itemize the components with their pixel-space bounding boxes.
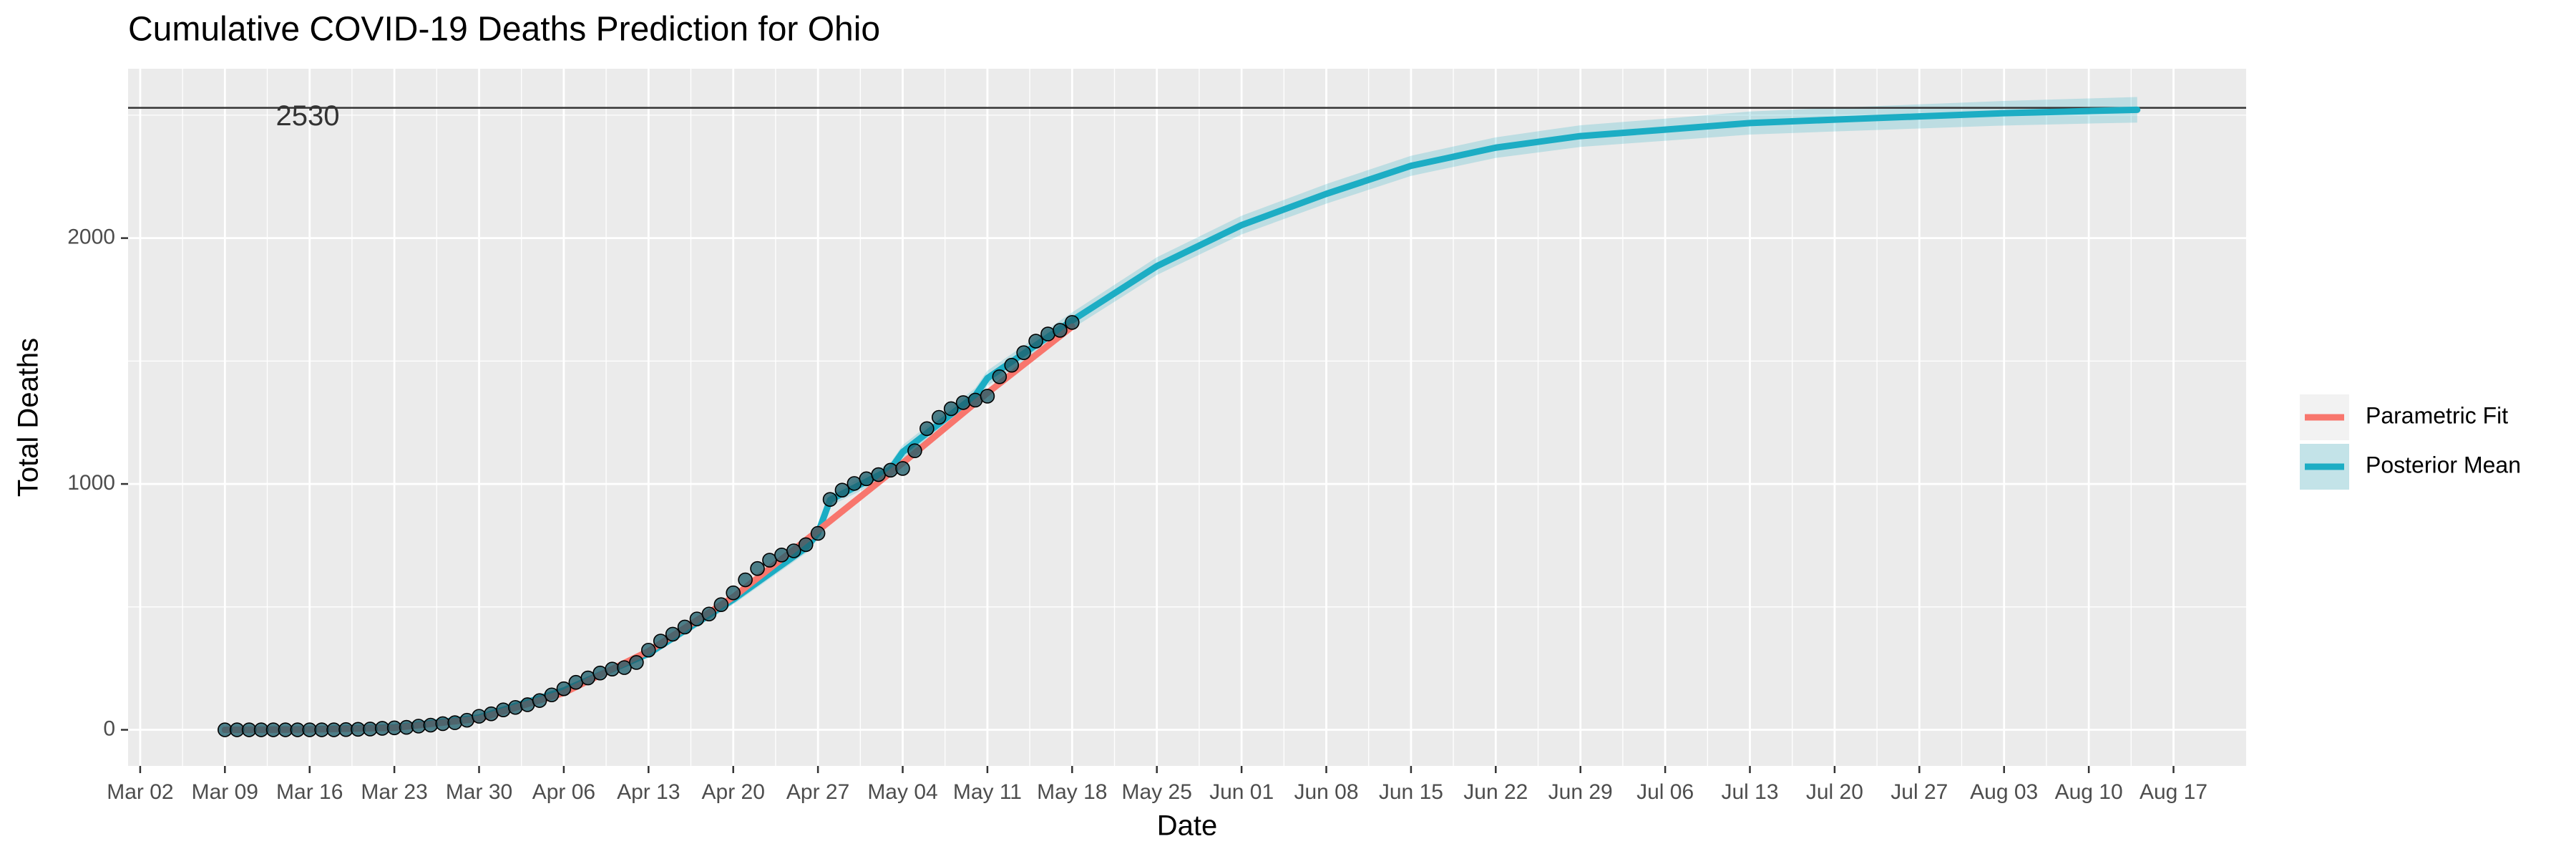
data-point	[726, 585, 741, 601]
legend: Parametric Fit Posterior Mean	[2300, 394, 2521, 490]
data-point	[484, 706, 499, 722]
data-point	[556, 681, 572, 697]
x-tick-label: Apr 06	[532, 780, 595, 804]
data-point	[1016, 345, 1031, 360]
data-point	[1004, 357, 1020, 373]
x-tick-label: May 04	[867, 780, 937, 804]
x-tick-label: Jun 01	[1209, 780, 1274, 804]
data-point	[641, 642, 656, 658]
legend-label: Parametric Fit	[2366, 402, 2508, 428]
y-tick-label: 2000	[67, 225, 115, 249]
x-axis-title: Date	[1157, 810, 1218, 842]
data-point	[1053, 323, 1068, 338]
data-point	[1028, 334, 1043, 349]
x-tick-label: Mar 23	[361, 780, 427, 804]
data-point	[895, 461, 910, 476]
data-point	[629, 655, 644, 670]
y-tick-label: 1000	[67, 471, 115, 495]
data-point	[532, 693, 547, 708]
data-point	[822, 492, 838, 508]
data-point	[701, 606, 717, 622]
data-point	[750, 560, 765, 576]
data-point	[980, 389, 995, 404]
data-point	[665, 626, 680, 642]
x-tick-label: May 18	[1037, 780, 1107, 804]
data-point	[435, 716, 451, 732]
x-tick-label: Jul 27	[1890, 780, 1948, 804]
data-point	[713, 597, 729, 613]
data-point	[507, 699, 523, 715]
data-point	[653, 634, 668, 649]
data-point	[399, 719, 414, 735]
chart-title: Cumulative COVID-19 Deaths Prediction fo…	[128, 11, 880, 49]
data-point	[762, 553, 777, 568]
x-tick-label: Aug 03	[1970, 780, 2038, 804]
x-tick-label: Jul 06	[1636, 780, 1694, 804]
data-point	[423, 717, 439, 733]
data-point	[605, 661, 620, 676]
data-point	[592, 665, 608, 681]
data-point	[447, 715, 462, 730]
x-tick-label: May 25	[1122, 780, 1192, 804]
data-point	[1065, 315, 1080, 330]
data-point	[459, 712, 474, 728]
x-tick-label: Jun 15	[1379, 780, 1443, 804]
panel	[128, 69, 2246, 766]
data-point	[955, 395, 971, 410]
data-point	[919, 421, 935, 437]
x-tick-label: Jun 08	[1294, 780, 1358, 804]
data-point	[810, 525, 826, 541]
data-point	[411, 719, 426, 734]
data-point	[907, 443, 922, 459]
data-point	[967, 392, 983, 408]
x-tick-label: Apr 27	[786, 780, 849, 804]
data-point	[677, 619, 693, 635]
data-point	[1040, 326, 1055, 341]
x-tick-label: Mar 02	[107, 780, 173, 804]
x-tick-label: Apr 20	[702, 780, 765, 804]
data-point	[496, 702, 511, 717]
data-point	[362, 722, 378, 737]
x-tick-label: Jun 22	[1463, 780, 1528, 804]
data-point	[931, 409, 947, 425]
reference-label: 2530	[276, 100, 340, 132]
data-point	[544, 687, 560, 703]
x-tick-label: Mar 30	[446, 780, 512, 804]
data-point	[943, 401, 959, 417]
x-tick-label: Apr 13	[617, 780, 680, 804]
x-tick-label: Mar 09	[192, 780, 258, 804]
x-tick-label: May 11	[953, 780, 1022, 804]
data-point	[617, 660, 632, 675]
data-point	[738, 572, 753, 588]
x-tick-label: Jul 20	[1806, 780, 1863, 804]
data-point	[472, 709, 487, 724]
x-tick-label: Mar 16	[276, 780, 343, 804]
data-point	[786, 543, 801, 558]
data-point	[834, 482, 850, 498]
x-tick-label: Aug 17	[2140, 780, 2207, 804]
x-tick-label: Jul 13	[1721, 780, 1778, 804]
y-tick-label: 0	[103, 717, 115, 740]
y-axis-title: Total Deaths	[13, 338, 44, 497]
x-tick-label: Aug 10	[2055, 780, 2123, 804]
data-point	[798, 537, 814, 553]
legend-label: Posterior Mean	[2366, 452, 2521, 477]
x-tick-label: Jun 29	[1548, 780, 1613, 804]
data-point	[992, 369, 1008, 384]
data-point	[883, 462, 898, 478]
